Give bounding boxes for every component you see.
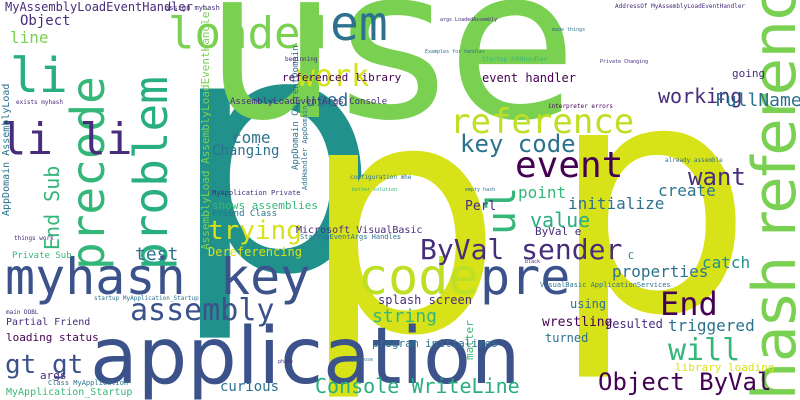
word-partial-friend: Partial Friend bbox=[6, 317, 91, 328]
word-p-large-2: p bbox=[300, 34, 504, 400]
word-turned: turned bbox=[545, 331, 589, 345]
word-come: come bbox=[232, 128, 271, 147]
word-things-work: phase bbox=[278, 359, 294, 365]
word-assembly: assembly bbox=[130, 293, 275, 328]
word-gt-gt: gt gt bbox=[5, 350, 84, 380]
word-want: want bbox=[688, 163, 746, 191]
word-addressof-handler: interpreter errors bbox=[548, 103, 614, 110]
word-black: Private Changing bbox=[600, 59, 649, 65]
word-splash-screen: splash screen bbox=[378, 293, 472, 307]
word-myapplication-startup: MyApplication_Startup bbox=[6, 387, 133, 398]
word-working: working bbox=[658, 84, 743, 108]
word-library-loading: library loading bbox=[675, 361, 775, 374]
word-hash-reference: hash reference bbox=[740, 0, 800, 400]
word-event-handler: event handler bbox=[482, 71, 576, 85]
word-curious: program initializes bbox=[372, 337, 498, 350]
word-p-large-1: p bbox=[170, 0, 380, 347]
word-class-myapplication: Class MyApplication bbox=[48, 379, 129, 387]
word-byval-sender: ByVal sender bbox=[420, 233, 623, 266]
word-assemblyload-delegate: AssemblyLoad AssemblyLoadEventHandler de… bbox=[199, 0, 212, 250]
word-c: FullName Console bbox=[715, 90, 800, 111]
word-loaded: loaded bbox=[168, 8, 327, 59]
word-key-code: key code bbox=[460, 130, 576, 158]
word-pre: pre bbox=[480, 248, 571, 306]
word-interpreter-errors: already assemble bbox=[665, 157, 723, 164]
word-li-li: li li bbox=[0, 114, 133, 165]
word-trying: trying bbox=[208, 216, 302, 246]
word-private-sub: Private Sub bbox=[12, 251, 72, 261]
word-startupeventargs-handles: MyApplication Private bbox=[212, 189, 301, 197]
word-referenced-library: referenced library bbox=[282, 71, 402, 84]
word-visualbasic-applicationservices: AppDomain CurrentDomain bbox=[291, 45, 301, 170]
word-going: going bbox=[732, 67, 766, 80]
word-exists-myhash: args LoadedAssembly bbox=[440, 17, 498, 23]
word-myhash: myhash bbox=[5, 248, 186, 306]
word-using: using bbox=[570, 297, 607, 311]
word-tried-register: C bbox=[628, 251, 635, 262]
word-create: create bbox=[658, 181, 716, 200]
word-key: key bbox=[220, 248, 311, 306]
word-em: em bbox=[330, 0, 388, 52]
word-already-assemble: better solution bbox=[352, 187, 398, 193]
word-myassemblyloadeventhandler: MyAssemblyLoadEventHandler bbox=[5, 0, 193, 14]
word-console-writeline: Console WriteLine bbox=[315, 374, 520, 398]
word-triggered: triggered bbox=[668, 316, 755, 335]
word-anyone-explain: main DOBL bbox=[6, 309, 39, 316]
word-resulted: resulted bbox=[605, 317, 663, 331]
word-code: code bbox=[358, 248, 479, 306]
word-args-loadedassembly: Startup AddHandler bbox=[482, 56, 548, 63]
word-args: args bbox=[40, 369, 67, 382]
word-application: application bbox=[90, 312, 521, 400]
word-byval-e: AssemblyLoadEventArgs Console bbox=[230, 97, 388, 107]
word-changing: Changing bbox=[212, 143, 280, 159]
word-startup-addhandler: configuration mhe bbox=[350, 174, 412, 181]
word-appdomain-currentdomain: startup MyApplication_Startup bbox=[94, 295, 199, 302]
word-sub: ByVal e bbox=[535, 225, 582, 238]
word-empty-hash: beginning bbox=[285, 56, 318, 63]
word-wrestling: wrestling bbox=[542, 315, 613, 330]
word-used: used bbox=[305, 90, 349, 111]
word-startup-myapplication-startup: assign myhash bbox=[165, 4, 220, 12]
word-initialize: initialize bbox=[568, 194, 665, 213]
word-object: Object bbox=[20, 13, 71, 29]
word-matter: curious bbox=[220, 379, 280, 395]
word-appdomain-assemblyload: AppDomain AssemblyLoad bbox=[1, 83, 12, 216]
word-li: li bbox=[10, 48, 68, 104]
word-main-dobl: purpose bbox=[352, 357, 374, 363]
word-line: line bbox=[10, 28, 49, 47]
word-catch: catch bbox=[702, 253, 751, 272]
word-reference: reference bbox=[450, 102, 635, 142]
word-myapplication-private: AddHandler AppDomain bbox=[301, 105, 309, 190]
word-properties: properties bbox=[612, 262, 709, 281]
word-event: event bbox=[515, 145, 624, 186]
word-shows-assemblies: shows assemblies bbox=[212, 199, 318, 212]
word-test: test bbox=[135, 244, 179, 265]
word-fullname-console: StartupEventArgs Handles bbox=[300, 233, 402, 241]
word-beginning: made things bbox=[552, 27, 586, 33]
word-precode: precode bbox=[61, 76, 115, 270]
word-microsoft-visualbasic: Microsoft VisualBasic bbox=[296, 225, 423, 236]
word-work: work bbox=[297, 59, 370, 94]
word-end: End bbox=[660, 285, 718, 323]
word-point: point bbox=[518, 183, 567, 202]
word-made-things: things work bbox=[14, 235, 54, 242]
word-perl: Perl bbox=[465, 199, 497, 214]
word-friend-class: Friend Class bbox=[212, 209, 278, 219]
word-better-solution: Examples for handler bbox=[425, 49, 486, 55]
word-string: string bbox=[372, 306, 438, 327]
word-dereferencing: Dereferencing bbox=[208, 245, 302, 259]
word-will: will bbox=[668, 333, 741, 368]
word-phase: black bbox=[525, 259, 541, 265]
word-use: use bbox=[205, 0, 577, 167]
word-value: value bbox=[530, 208, 591, 232]
word-loading-status: loading status bbox=[6, 331, 99, 344]
word-configuration-mhe: empty hash bbox=[465, 187, 496, 193]
word-problem: problem bbox=[124, 76, 178, 270]
word-object-byval: Object ByVal bbox=[598, 368, 772, 396]
word-addhandler-appdomain: exists myhash bbox=[16, 99, 63, 106]
word-assemblyloadeventargs-console: VisualBasic ApplicationServices bbox=[540, 281, 671, 289]
word-assign-myhash: AddressOf MyAssemblyLoadEventHandler bbox=[615, 3, 746, 10]
word-p-large-3: p bbox=[550, 14, 754, 386]
